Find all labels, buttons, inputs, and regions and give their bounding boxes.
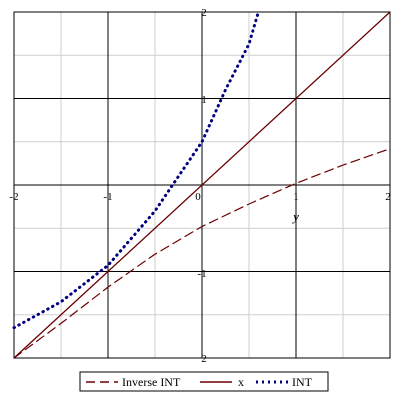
y-tick-label: 2 [201,353,207,365]
x-tick-label: -1 [103,191,112,203]
legend-label: Inverse INT [122,375,181,389]
x-tick-label: 1 [293,191,299,203]
y-tick-label: -1 [197,268,206,280]
series-line [13,11,391,359]
series-line [13,148,391,359]
x-tick-label: -2 [9,191,18,203]
y-tick-label: 2 [201,7,207,19]
major-grid [14,12,390,358]
x-tick-label: 2 [385,191,391,203]
series-layer [12,10,391,359]
y-tick-label: 1 [201,94,207,106]
legend: Inverse INT x INT [79,371,329,392]
x-axis-label: y [291,209,299,224]
plot-frame [13,11,391,359]
x-tick-label: 0 [195,191,201,203]
legend-label: x [238,375,244,389]
legend-label: INT [292,375,313,389]
series-line [12,10,260,330]
